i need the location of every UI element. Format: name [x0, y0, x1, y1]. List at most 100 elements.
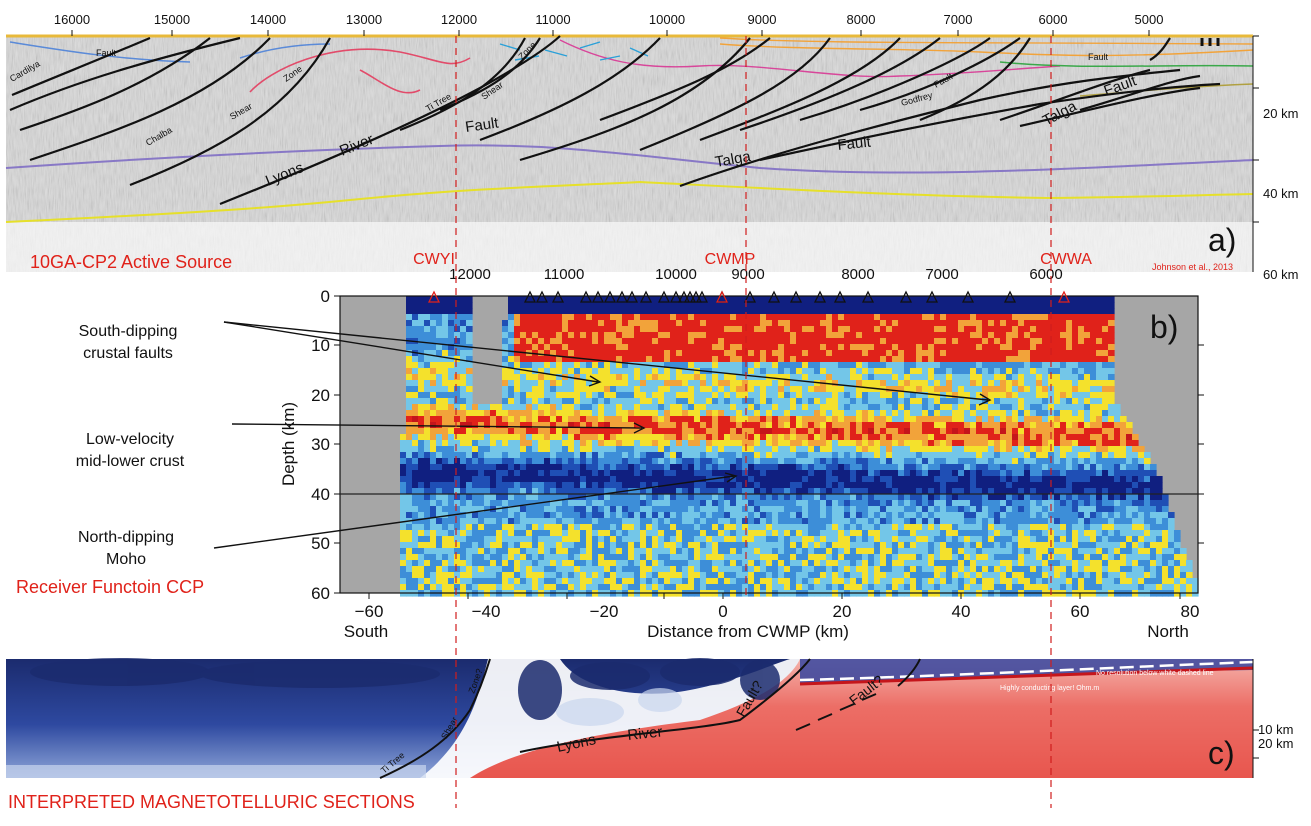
ccp-cell: [808, 338, 815, 345]
ccp-cell: [1054, 386, 1061, 393]
ccp-cell: [952, 338, 959, 345]
ccp-cell: [580, 332, 587, 339]
ccp-cell: [538, 344, 545, 351]
ccp-cell: [1066, 344, 1073, 351]
ccp-cell: [580, 518, 587, 525]
ccp-cell: [1078, 332, 1085, 339]
ccp-cell: [688, 314, 695, 321]
ccp-cell: [592, 506, 599, 513]
ccp-cell: [1132, 512, 1139, 519]
ccp-cell: [532, 428, 539, 435]
ccp-cell: [688, 524, 695, 531]
ccp-cell: [700, 350, 707, 357]
ccp-cell: [1024, 326, 1031, 333]
ccp-cell: [724, 422, 731, 429]
ccp-cell: [832, 458, 839, 465]
ccp-cell: [694, 452, 701, 459]
ccp-cell: [700, 410, 707, 417]
ccp-cell: [448, 404, 455, 411]
ccp-cell: [904, 476, 911, 483]
ccp-cell: [970, 386, 977, 393]
ccp-cell: [880, 404, 887, 411]
ccp-cell: [772, 314, 779, 321]
ccp-cell: [694, 344, 701, 351]
ccp-cell: [898, 356, 905, 363]
ccp-cell: [976, 314, 983, 321]
ccp-cell: [586, 470, 593, 477]
ccp-cell: [880, 410, 887, 417]
ccp-cell: [736, 398, 743, 405]
ccp-cell: [940, 404, 947, 411]
ccp-cell: [796, 440, 803, 447]
ccp-cell: [976, 356, 983, 363]
ccp-cell: [502, 494, 509, 501]
ccp-cell: [1150, 518, 1157, 525]
ccp-cell: [676, 386, 683, 393]
ccp-cell: [730, 482, 737, 489]
ccp-cell: [1090, 416, 1097, 423]
ccp-cell: [634, 446, 641, 453]
ccp-cell: [1012, 476, 1019, 483]
ccp-cell: [442, 302, 449, 309]
ccp-cell: [790, 434, 797, 441]
ccp-cell: [886, 506, 893, 513]
ccp-cell: [430, 392, 437, 399]
ccp-cell: [586, 482, 593, 489]
ccp-cell: [670, 332, 677, 339]
ccp-cell: [412, 356, 419, 363]
ccp-cell: [784, 464, 791, 471]
ccp-cell: [910, 362, 917, 369]
ccp-cell: [1078, 506, 1085, 513]
ccp-cell: [808, 452, 815, 459]
ccp-cell: [1018, 368, 1025, 375]
ccp-cell: [466, 446, 473, 453]
ccp-cell: [808, 362, 815, 369]
ccp-cell: [622, 314, 629, 321]
ccp-cell: [766, 494, 773, 501]
ccp-cell: [682, 512, 689, 519]
ccp-cell: [598, 362, 605, 369]
ccp-cell: [688, 452, 695, 459]
ccp-cell: [844, 392, 851, 399]
ccp-cell: [988, 464, 995, 471]
ccp-cell: [970, 470, 977, 477]
ccp-cell: [412, 536, 419, 543]
ccp-cell: [1072, 350, 1079, 357]
ccp-cell: [1030, 344, 1037, 351]
ccp-cell: [1084, 356, 1091, 363]
ccp-cell: [880, 482, 887, 489]
ccp-cell: [712, 314, 719, 321]
ccp-cell: [652, 452, 659, 459]
ccp-cell: [658, 332, 665, 339]
ccp-cell: [1066, 368, 1073, 375]
ccp-cell: [610, 320, 617, 327]
ccp-cell: [466, 368, 473, 375]
ccp-cell: [940, 338, 947, 345]
ccp-cell: [772, 386, 779, 393]
ccp-cell: [502, 332, 509, 339]
ccp-cell: [610, 446, 617, 453]
ccp-cell: [604, 410, 611, 417]
ccp-cell: [1120, 506, 1127, 513]
ccp-cell: [706, 434, 713, 441]
top-tick: 13000: [346, 12, 382, 27]
ccp-cell: [1030, 320, 1037, 327]
ccp-cell: [988, 326, 995, 333]
ccp-cell: [478, 470, 485, 477]
ccp-cell: [934, 464, 941, 471]
ccp-cell: [556, 482, 563, 489]
ccp-cell: [928, 536, 935, 543]
ccp-cell: [448, 536, 455, 543]
ccp-cell: [580, 380, 587, 387]
ccp-cell: [1090, 482, 1097, 489]
ccp-cell: [664, 476, 671, 483]
ccp-cell: [1078, 482, 1085, 489]
ccp-cell: [1072, 524, 1079, 531]
ccp-cell: [664, 530, 671, 537]
ccp-cell: [598, 512, 605, 519]
ccp-cell: [610, 434, 617, 441]
ccp-cell: [838, 374, 845, 381]
ccp-cell: [1072, 458, 1079, 465]
ccp-cell: [574, 446, 581, 453]
ccp-cell: [778, 464, 785, 471]
